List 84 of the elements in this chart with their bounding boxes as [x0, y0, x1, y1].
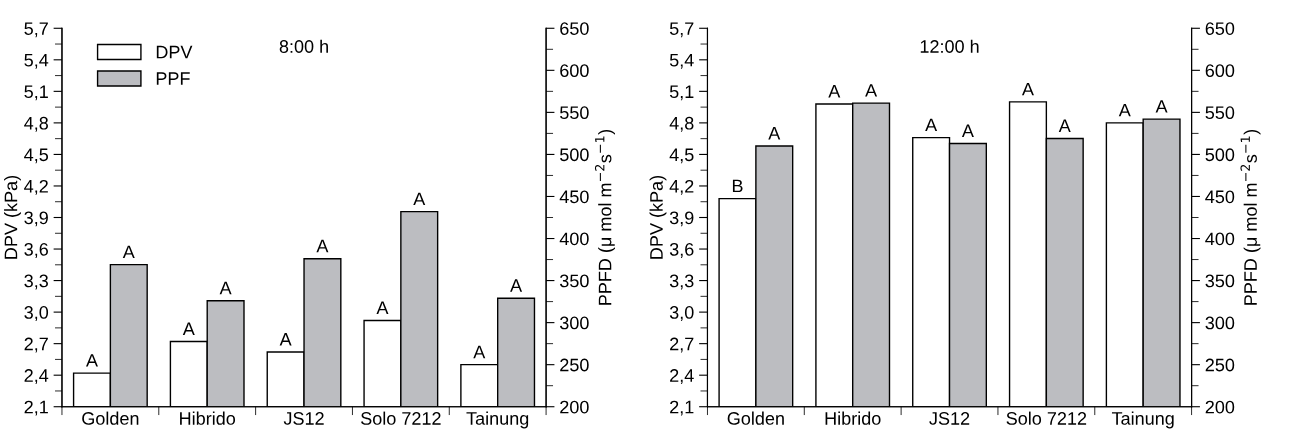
y2-tick-label: 250	[560, 358, 589, 372]
data-label: A	[925, 118, 938, 132]
data-label: A	[1021, 82, 1034, 96]
y-axis-title: DPV (kPa)	[649, 175, 667, 259]
y-tick-label: 5,1	[24, 85, 48, 101]
x-tick-label: Tainung	[466, 411, 529, 429]
data-label: A	[219, 281, 232, 295]
data-label: A	[961, 124, 974, 137]
y2-tick-label: 400	[1205, 232, 1235, 246]
y2-tick-label: 500	[1205, 148, 1235, 162]
y-tick-label: 2,4	[24, 369, 49, 385]
data-label: A	[510, 279, 523, 292]
x-tick-label: Hibrido	[825, 411, 881, 425]
data-label: A	[182, 322, 195, 336]
y-tick-label: 4,2	[24, 179, 48, 195]
y2-axis-title: PPFD (μ mol m$^{−2}$s$^{−1}$)	[594, 129, 615, 305]
y-tick-label: 4,5	[669, 148, 694, 164]
data-label: A	[86, 354, 98, 367]
x-tick-label: JS12	[929, 412, 970, 425]
y-tick-label: 5,7	[24, 22, 48, 38]
data-label: A	[376, 301, 389, 314]
y2-tick-label: 600	[1205, 64, 1235, 78]
y-tick-label: 4,5	[24, 148, 49, 164]
data-label: A	[316, 239, 329, 253]
y-tick-label: 2,7	[670, 337, 694, 353]
data-label: A	[122, 245, 135, 259]
x-tick-label: JS12	[283, 412, 324, 425]
y-axis-title: DPV (kPa)	[4, 175, 21, 259]
y-tick-label: 5,7	[669, 22, 694, 38]
y-tick-label: 3,0	[669, 306, 694, 321]
x-tick-label: Solo 7212	[361, 411, 441, 425]
y-tick-label: 5,1	[669, 85, 694, 101]
data-label: A	[768, 127, 781, 140]
data-label: A	[1118, 103, 1131, 117]
x-tick-label: Golden	[82, 411, 139, 425]
y2-tick-label: 300	[559, 316, 589, 330]
y-tick-label: 3,3	[669, 274, 694, 290]
y2-tick-label: 250	[1205, 358, 1235, 372]
y2-tick-label: 450	[559, 190, 589, 204]
data-label: A	[1058, 119, 1071, 132]
y2-axis-title: PPFD (μ mol m$^{−2}$s$^{−1}$)	[1240, 129, 1261, 305]
y-tick-label: 4,8	[24, 116, 48, 132]
y2-tick-label: 350	[559, 274, 589, 288]
y2-tick-label: 550	[560, 106, 589, 120]
legend-label: DPV	[156, 45, 193, 59]
y2-tick-label: 600	[560, 64, 589, 78]
data-label: A	[473, 345, 486, 359]
chart-title: 12:00 h	[920, 39, 979, 53]
y-tick-label: 3,9	[669, 211, 694, 227]
x-tick-label: Golden	[727, 411, 784, 425]
chart-title: 8:00 h	[279, 39, 328, 53]
y-tick-label: 3,3	[24, 274, 48, 290]
y2-tick-label: 350	[1205, 274, 1235, 288]
y-tick-label: 4,2	[669, 179, 694, 195]
data-label: A	[828, 85, 841, 98]
y-tick-label: 3,6	[669, 242, 694, 258]
y-tick-label: 3,6	[24, 242, 48, 258]
y2-tick-label: 300	[1205, 316, 1235, 330]
y2-tick-label: 550	[1205, 106, 1235, 120]
y2-tick-label: 500	[560, 148, 589, 162]
y2-tick-label: 200	[560, 400, 589, 414]
x-tick-label: Solo 7212	[1006, 411, 1087, 425]
y-tick-label: 3,0	[24, 306, 49, 321]
y2-tick-label: 650	[560, 22, 589, 35]
y-tick-label: 2,4	[670, 369, 694, 385]
y-tick-label: 4,8	[669, 116, 694, 132]
y2-tick-label: 400	[559, 232, 589, 246]
data-label: B	[732, 179, 743, 193]
data-label: A	[865, 84, 878, 97]
y-tick-label: 3,9	[24, 211, 48, 227]
y2-tick-label: 450	[1205, 190, 1235, 204]
y2-tick-label: 650	[1205, 22, 1235, 35]
data-label: A	[1155, 100, 1168, 113]
x-tick-label: Hibrido	[180, 411, 236, 425]
legend-label: PPF	[156, 72, 190, 85]
y-tick-label: 2,7	[24, 337, 48, 353]
x-tick-label: Tainung	[1111, 411, 1174, 429]
data-label: A	[413, 192, 426, 206]
y2-tick-label: 200	[1205, 400, 1235, 414]
y-tick-label: 2,1	[670, 400, 694, 416]
y-tick-label: 5,4	[24, 53, 49, 69]
y-tick-label: 2,1	[24, 400, 48, 416]
y-tick-label: 5,4	[669, 53, 694, 69]
data-label: A	[279, 333, 292, 346]
